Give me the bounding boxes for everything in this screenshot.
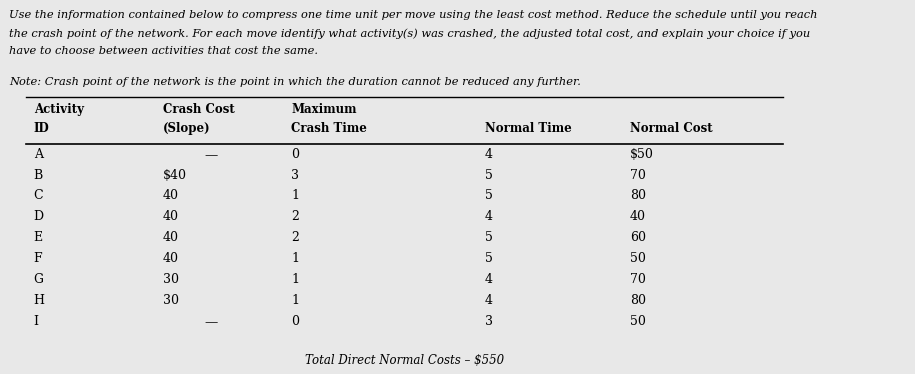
- Text: Total Direct Normal Costs – $550: Total Direct Normal Costs – $550: [305, 355, 504, 368]
- Text: Activity: Activity: [34, 103, 83, 116]
- Text: 4: 4: [485, 294, 493, 307]
- Text: 5: 5: [485, 169, 492, 181]
- Text: E: E: [34, 231, 43, 244]
- Text: 40: 40: [163, 190, 178, 202]
- Text: 3: 3: [292, 169, 299, 181]
- Text: 0: 0: [292, 148, 299, 161]
- Text: (Slope): (Slope): [163, 122, 210, 135]
- Text: have to choose between activities that cost the same.: have to choose between activities that c…: [9, 46, 318, 56]
- Text: 4: 4: [485, 273, 493, 286]
- Text: 1: 1: [292, 252, 299, 265]
- Text: 50: 50: [630, 315, 646, 328]
- Text: 40: 40: [163, 252, 178, 265]
- Text: 3: 3: [485, 315, 493, 328]
- Text: 60: 60: [630, 231, 646, 244]
- Text: 40: 40: [163, 210, 178, 223]
- Text: 40: 40: [630, 210, 646, 223]
- Text: I: I: [34, 315, 38, 328]
- Text: 1: 1: [292, 190, 299, 202]
- Text: Use the information contained below to compress one time unit per move using the: Use the information contained below to c…: [9, 9, 818, 19]
- Text: 40: 40: [163, 231, 178, 244]
- Text: 5: 5: [485, 231, 492, 244]
- Text: F: F: [34, 252, 42, 265]
- Text: 50: 50: [630, 252, 646, 265]
- Text: 5: 5: [485, 190, 492, 202]
- Text: 30: 30: [163, 294, 178, 307]
- Text: 5: 5: [485, 252, 492, 265]
- Text: Normal Cost: Normal Cost: [630, 122, 713, 135]
- Text: 70: 70: [630, 273, 646, 286]
- Text: —: —: [204, 316, 218, 329]
- Text: —: —: [204, 149, 218, 162]
- Text: 70: 70: [630, 169, 646, 181]
- Text: $40: $40: [163, 169, 187, 181]
- Text: 2: 2: [292, 231, 299, 244]
- Text: Normal Time: Normal Time: [485, 122, 572, 135]
- Text: G: G: [34, 273, 44, 286]
- Text: 2: 2: [292, 210, 299, 223]
- Text: 4: 4: [485, 210, 493, 223]
- Text: 4: 4: [485, 148, 493, 161]
- Text: 1: 1: [292, 273, 299, 286]
- Text: D: D: [34, 210, 44, 223]
- Text: Note: Crash point of the network is the point in which the duration cannot be re: Note: Crash point of the network is the …: [9, 77, 581, 87]
- Text: $50: $50: [630, 148, 653, 161]
- Text: 80: 80: [630, 190, 646, 202]
- Text: Crash Cost: Crash Cost: [163, 103, 234, 116]
- Text: 30: 30: [163, 273, 178, 286]
- Text: 0: 0: [292, 315, 299, 328]
- Text: ID: ID: [34, 122, 49, 135]
- Text: H: H: [34, 294, 45, 307]
- Text: B: B: [34, 169, 43, 181]
- Text: A: A: [34, 148, 43, 161]
- Text: 1: 1: [292, 294, 299, 307]
- Text: Crash Time: Crash Time: [292, 122, 367, 135]
- Text: the crash point of the network. For each move identify what activity(s) was cras: the crash point of the network. For each…: [9, 28, 811, 39]
- Text: Maximum: Maximum: [292, 103, 357, 116]
- Text: C: C: [34, 190, 43, 202]
- Text: 80: 80: [630, 294, 646, 307]
